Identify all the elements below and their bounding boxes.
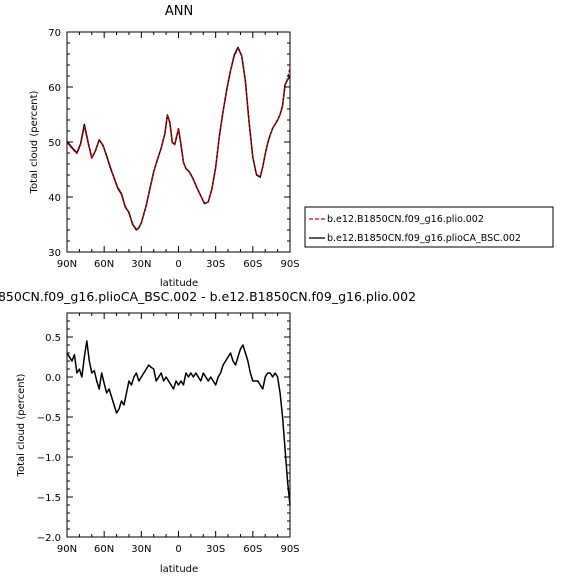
legend-label-plio: b.e12.B1850CN.f09_g16.plio.002 [327, 214, 484, 225]
top-panel-ylabel: Total cloud (percent) [29, 90, 40, 194]
bottom-xtick-label: 30S [206, 544, 225, 555]
bottom-panel-axes: 90N 60N 30N 0 30S 60S 90S −2.0 −1.5 −1.0 −0.5 0.0 0.… [37, 312, 300, 555]
top-xtick-label: 60S [243, 259, 262, 270]
top-panel-title: ANN [165, 4, 193, 19]
top-xtick-label: 0 [175, 259, 181, 270]
top-ytick-label: 70 [48, 28, 61, 39]
bottom-series-line-0 [66, 340, 291, 506]
legend-label-pliocabsc: b.e12.B1850CN.f09_g16.plioCA_BSC.002 [327, 233, 521, 244]
top-ytick-label: 60 [48, 83, 61, 94]
top-ytick-label: 30 [48, 248, 61, 259]
bottom-ytick-label: −0.5 [37, 413, 61, 424]
top-panel-plot-area [66, 46, 291, 231]
top-panel-axes: 90N 60N 30N 0 30S 60S 90S 30 40 50 60 70 [48, 28, 299, 270]
bottom-xtick-label: 90S [280, 544, 299, 555]
bottom-xtick-label: 0 [175, 544, 181, 555]
top-ytick-label: 50 [48, 138, 61, 149]
bottom-ytick-label: 0.0 [45, 373, 61, 384]
bottom-ytick-label: −1.0 [37, 453, 61, 464]
top-panel: ANN 90N 60N 30N 0 30S 60S 90S 30 40 50 60 70 latitu… [29, 4, 300, 289]
bottom-panel-ylabel: Total cloud (percent) [16, 373, 27, 477]
top-ytick-label: 40 [48, 193, 61, 204]
bottom-ytick-label: 0.5 [45, 333, 61, 344]
bottom-panel-xlabel: latitude [160, 564, 198, 575]
bottom-panel-plot-area [66, 340, 291, 506]
legend: b.e12.B1850CN.f09_g16.plio.002 b.e12.B18… [304, 206, 554, 248]
top-xtick-label: 90S [280, 259, 299, 270]
bottom-ytick-label: −1.5 [37, 493, 61, 504]
bottom-xtick-label: 60S [243, 544, 262, 555]
bottom-panel-title: b.e12.B1850CN.f09_g16.plioCA_BSC.002 - b… [0, 289, 416, 304]
legend-box [304, 206, 554, 248]
top-xtick-label: 90N [57, 259, 77, 270]
bottom-panel: b.e12.B1850CN.f09_g16.plioCA_BSC.002 - b… [0, 289, 416, 575]
top-xtick-label: 30N [131, 259, 151, 270]
top-xtick-label: 30S [206, 259, 225, 270]
bottom-xtick-label: 90N [57, 544, 77, 555]
top-panel-xlabel: latitude [160, 278, 198, 289]
bottom-xtick-label: 60N [94, 544, 114, 555]
bottom-ytick-label: −2.0 [37, 533, 61, 544]
bottom-xtick-label: 30N [131, 544, 151, 555]
top-series-line-0 [66, 47, 291, 231]
top-xtick-label: 60N [94, 259, 114, 270]
